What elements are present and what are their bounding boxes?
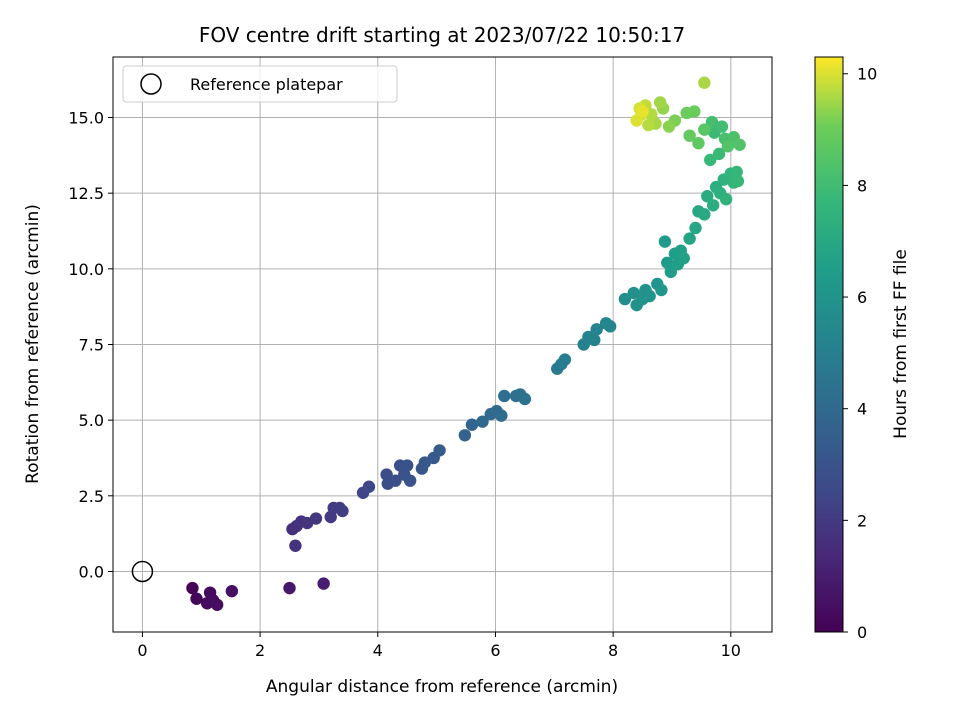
- data-point: [627, 286, 640, 300]
- data-point: [643, 289, 656, 303]
- x-tick-label: 8: [608, 641, 618, 660]
- data-point: [658, 235, 672, 248]
- data-point: [733, 138, 746, 151]
- colorbar-tick-label: 8: [857, 176, 867, 195]
- data-point: [715, 120, 729, 133]
- data-point: [636, 105, 649, 118]
- data-point: [680, 106, 693, 120]
- data-point: [642, 118, 655, 132]
- data-point: [654, 96, 667, 109]
- data-point: [630, 114, 643, 127]
- reference-platepar-marker: [131, 560, 154, 583]
- data-point: [283, 581, 296, 595]
- y-tick-label: 10.0: [68, 260, 104, 279]
- data-point: [362, 480, 376, 493]
- data-point: [590, 323, 603, 336]
- data-point: [618, 292, 632, 306]
- data-point: [721, 140, 735, 153]
- data-point: [190, 592, 203, 605]
- data-point: [698, 208, 711, 221]
- data-point: [498, 389, 511, 403]
- data-point: [698, 76, 711, 89]
- x-tick-label: 4: [373, 641, 383, 660]
- data-point: [731, 174, 745, 188]
- y-tick-label: 12.5: [68, 184, 104, 203]
- y-tick-label: 0.0: [79, 562, 104, 581]
- colorbar-tick-label: 4: [857, 400, 867, 419]
- data-point: [289, 539, 302, 552]
- data-point: [683, 129, 696, 142]
- data-point: [458, 429, 472, 442]
- data-point: [309, 512, 323, 525]
- colorbar-tick-label: 6: [857, 288, 867, 307]
- data-point: [433, 444, 446, 457]
- data-point: [317, 577, 330, 590]
- colorbar-tick-label: 2: [857, 511, 867, 530]
- legend-marker: [140, 73, 162, 95]
- data-point: [655, 283, 668, 297]
- data-point: [704, 153, 717, 167]
- x-tick-label: 10: [721, 641, 741, 660]
- data-point: [400, 459, 414, 472]
- data-point: [701, 190, 714, 203]
- data-point: [186, 581, 199, 595]
- y-axis-label: Rotation from reference (arcmin): [23, 204, 43, 484]
- data-point: [698, 123, 711, 136]
- data-point: [689, 221, 702, 235]
- y-tick-label: 15.0: [68, 109, 104, 128]
- data-point: [662, 120, 676, 133]
- x-tick-label: 6: [490, 641, 500, 660]
- data-point: [705, 115, 719, 129]
- data-point: [380, 468, 393, 481]
- y-tick-label: 5.0: [79, 411, 104, 430]
- chart-title: FOV centre drift starting at 2023/07/22 …: [199, 23, 685, 47]
- data-point: [465, 418, 479, 431]
- data-point: [603, 320, 617, 333]
- data-point: [730, 165, 743, 179]
- data-point: [677, 252, 690, 265]
- data-point: [692, 137, 705, 150]
- data-point: [706, 199, 720, 212]
- colorbar-tick-label: 0: [857, 623, 867, 642]
- x-tick-label: 0: [137, 641, 147, 660]
- data-point: [719, 193, 733, 206]
- data-point: [225, 584, 239, 598]
- x-axis-ticks: 0 2 4 6 8 10: [137, 632, 741, 660]
- colorbar-tick-label: 10: [857, 65, 877, 84]
- data-point: [518, 392, 532, 406]
- colorbar-ticks: 0 2 4 6 8 10: [843, 65, 877, 642]
- legend: Reference platepar: [122, 65, 398, 103]
- data-point: [476, 415, 489, 428]
- colorbar-label: Hours from first FF file: [891, 249, 911, 439]
- grid-lines: [113, 57, 772, 632]
- colorbar: [814, 56, 844, 633]
- data-point: [336, 504, 349, 518]
- data-point: [210, 598, 224, 611]
- y-tick-label: 7.5: [79, 336, 104, 355]
- legend-box: [122, 65, 398, 103]
- data-point: [495, 409, 508, 422]
- data-point: [558, 353, 572, 366]
- data-point: [389, 474, 402, 487]
- data-points: [131, 76, 746, 611]
- data-point: [403, 474, 417, 487]
- legend-entry-reference-platepar: Reference platepar: [190, 75, 343, 94]
- x-tick-label: 2: [255, 641, 265, 660]
- x-axis-label: Angular distance from reference (arcmin): [266, 677, 618, 697]
- data-point: [712, 147, 726, 161]
- data-point: [683, 232, 696, 245]
- y-axis-ticks: 0.0 2.5 5.0 7.5 10.0 12.5 15.0: [68, 109, 113, 581]
- data-point: [588, 333, 601, 347]
- y-tick-label: 2.5: [79, 487, 104, 506]
